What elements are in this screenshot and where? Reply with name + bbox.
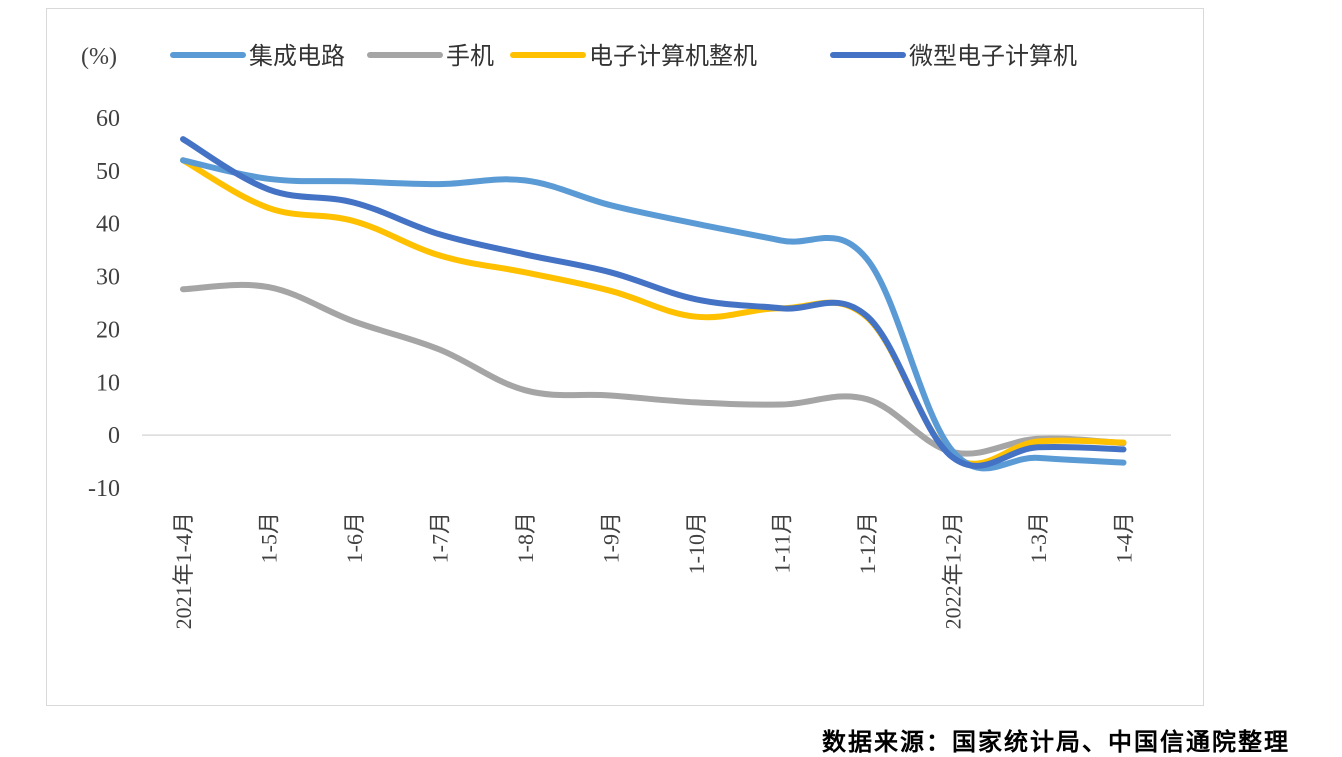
x-tick-label: 1-7月 — [428, 512, 453, 563]
x-tick-label: 1-9月 — [599, 512, 624, 563]
y-tick-label: 10 — [96, 370, 120, 396]
x-tick-label: 1-11月 — [770, 512, 795, 574]
x-tick-label: 1-10月 — [684, 512, 709, 574]
series-line-1 — [180, 281, 1127, 457]
y-axis: 60 50 40 30 20 10 0 -10 — [88, 106, 120, 502]
y-tick-label: 40 — [96, 212, 120, 238]
source-note: 数据来源：国家统计局、中国信通院整理 — [822, 728, 1290, 756]
x-tick-label: 1-4月 — [1112, 512, 1137, 563]
x-tick-label: 2022年1-2月 — [941, 512, 966, 629]
x-tick-label: 1-6月 — [342, 512, 367, 563]
y-tick-label: 30 — [96, 265, 120, 291]
legend-label: 手机 — [446, 42, 494, 70]
y-tick-label: 60 — [96, 106, 120, 132]
x-axis: 2021年1-4月 1-5月 1-6月 1-7月 1-8月 1-9月 1-10月 1-11月 1… — [171, 512, 1137, 629]
series-line-2 — [180, 157, 1127, 467]
x-tick-label: 2021年1-4月 — [171, 512, 196, 629]
x-tick-label: 1-8月 — [513, 512, 538, 563]
series-lines — [180, 136, 1127, 472]
x-tick-label: 1-12月 — [855, 512, 880, 574]
y-tick-label: 0 — [108, 423, 120, 449]
legend-label: 微型电子计算机 — [909, 42, 1077, 70]
legend-label: 电子计算机整机 — [589, 42, 757, 70]
y-axis-unit-label: (%) — [81, 44, 117, 70]
legend-label: 集成电路 — [249, 42, 345, 70]
x-tick-label: 1-3月 — [1026, 512, 1051, 563]
series-line-0 — [180, 157, 1127, 472]
series-line-3 — [180, 136, 1127, 469]
y-tick-label: 50 — [96, 159, 120, 185]
legend: 集成电路 手机 电子计算机整机 微型电子计算机 — [170, 42, 1077, 70]
x-tick-label: 1-5月 — [257, 512, 282, 563]
line-chart: 60 50 40 30 20 10 0 -10 2021年1-4月 1-5月 1-6月 1-7月 1-… — [81, 42, 1171, 629]
chart-frame: 60 50 40 30 20 10 0 -10 2021年1-4月 1-5月 1-6月 1-7月 1-… — [46, 8, 1204, 706]
y-tick-label: 20 — [96, 317, 120, 343]
y-tick-label: -10 — [88, 476, 120, 502]
